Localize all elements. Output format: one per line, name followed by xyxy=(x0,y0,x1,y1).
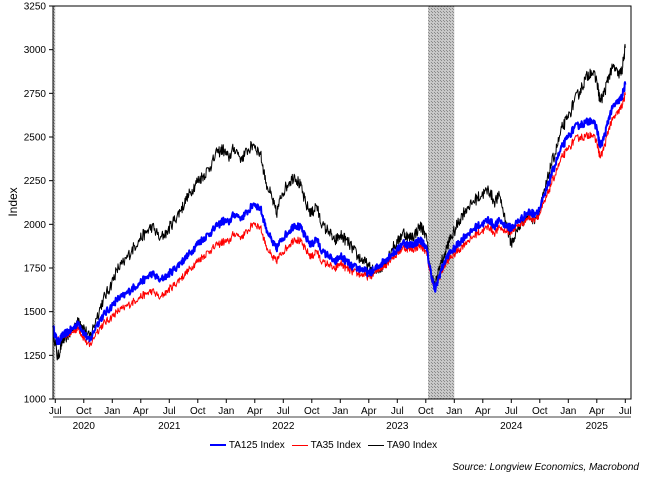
x-year-label-2020: 2020 xyxy=(73,421,96,432)
x-tick-label-11: Apr xyxy=(361,406,377,417)
y-tick-label-1250: 1250 xyxy=(24,351,47,362)
series-line-ta90-index xyxy=(52,43,626,361)
x-tick-label-15: Apr xyxy=(475,406,491,417)
x-tick-label-4: Jul xyxy=(163,406,176,417)
x-year-label-2024: 2024 xyxy=(500,421,523,432)
x-axis: Jul Oct Jan Apr Jul Oct Jan Apr Jul Oct Jan Apr Jul O… xyxy=(49,399,632,432)
legend-item-ta35: TA35 Index xyxy=(291,440,361,451)
y-tick-label-2000: 2000 xyxy=(24,220,47,231)
shaded-period-1 xyxy=(428,6,455,399)
y-tick-label-3000: 3000 xyxy=(24,45,47,56)
x-tick-label-0: Jul xyxy=(49,406,62,417)
y-tick-label-1750: 1750 xyxy=(24,264,47,275)
x-tick-label-17: Oct xyxy=(532,406,548,417)
series-line-ta35-index xyxy=(52,92,626,348)
x-tick-label-10: Jan xyxy=(332,406,348,417)
legend-swatch-ta125 xyxy=(209,444,226,446)
legend-swatch-ta35 xyxy=(291,445,308,446)
series-line-ta125-index xyxy=(52,81,627,346)
x-year-label-2022: 2022 xyxy=(272,421,295,432)
legend-item-ta125: TA125 Index xyxy=(209,439,285,451)
x-tick-label-16: Jul xyxy=(505,406,518,417)
x-tick-label-6: Jan xyxy=(218,406,234,417)
y-axis-label: Index xyxy=(6,187,20,216)
source-note: Source: Longview Economics, Macrobond xyxy=(452,462,639,473)
shaded-period-0 xyxy=(53,6,56,399)
x-tick-label-14: Jan xyxy=(446,406,462,417)
plot-frame xyxy=(52,5,632,400)
legend-item-ta90: TA90 Index xyxy=(367,440,438,451)
series-layer xyxy=(52,43,627,361)
x-year-label-2025: 2025 xyxy=(586,421,609,432)
x-tick-label-12: Jul xyxy=(391,406,404,417)
x-tick-label-3: Apr xyxy=(133,406,149,417)
x-year-label-2021: 2021 xyxy=(158,421,181,432)
legend-label-ta125: TA125 Index xyxy=(228,439,285,451)
x-tick-label-1: Oct xyxy=(76,406,92,417)
legend-label-ta35: TA35 Index xyxy=(310,440,361,451)
x-tick-label-2: Jan xyxy=(104,406,120,417)
y-tick-label-2750: 2750 xyxy=(24,89,47,100)
y-tick-label-2500: 2500 xyxy=(24,133,47,144)
legend-label-ta90: TA90 Index xyxy=(386,440,438,451)
x-tick-label-8: Jul xyxy=(277,406,290,417)
legend: TA125 Index TA35 Index TA90 Index xyxy=(0,438,647,451)
x-tick-label-18: Jan xyxy=(560,406,576,417)
y-tick-label-1000: 1000 xyxy=(24,395,47,406)
x-tick-label-5: Oct xyxy=(190,406,206,417)
x-tick-label-20: Jul xyxy=(619,406,632,417)
x-year-label-2023: 2023 xyxy=(386,421,409,432)
y-tick-label-3250: 3250 xyxy=(24,2,47,13)
x-tick-label-9: Oct xyxy=(304,406,320,417)
y-axis: 1000 1250 1500 1750 2000 2250 2500 2750 3000 3250 xyxy=(24,2,53,406)
y-tick-label-2250: 2250 xyxy=(24,176,47,187)
y-tick-label-1500: 1500 xyxy=(24,307,47,318)
shaded-periods xyxy=(53,6,455,399)
x-tick-label-19: Apr xyxy=(589,406,605,417)
legend-swatch-ta90 xyxy=(367,445,384,446)
x-tick-label-7: Apr xyxy=(247,406,263,417)
x-tick-label-13: Oct xyxy=(418,406,434,417)
